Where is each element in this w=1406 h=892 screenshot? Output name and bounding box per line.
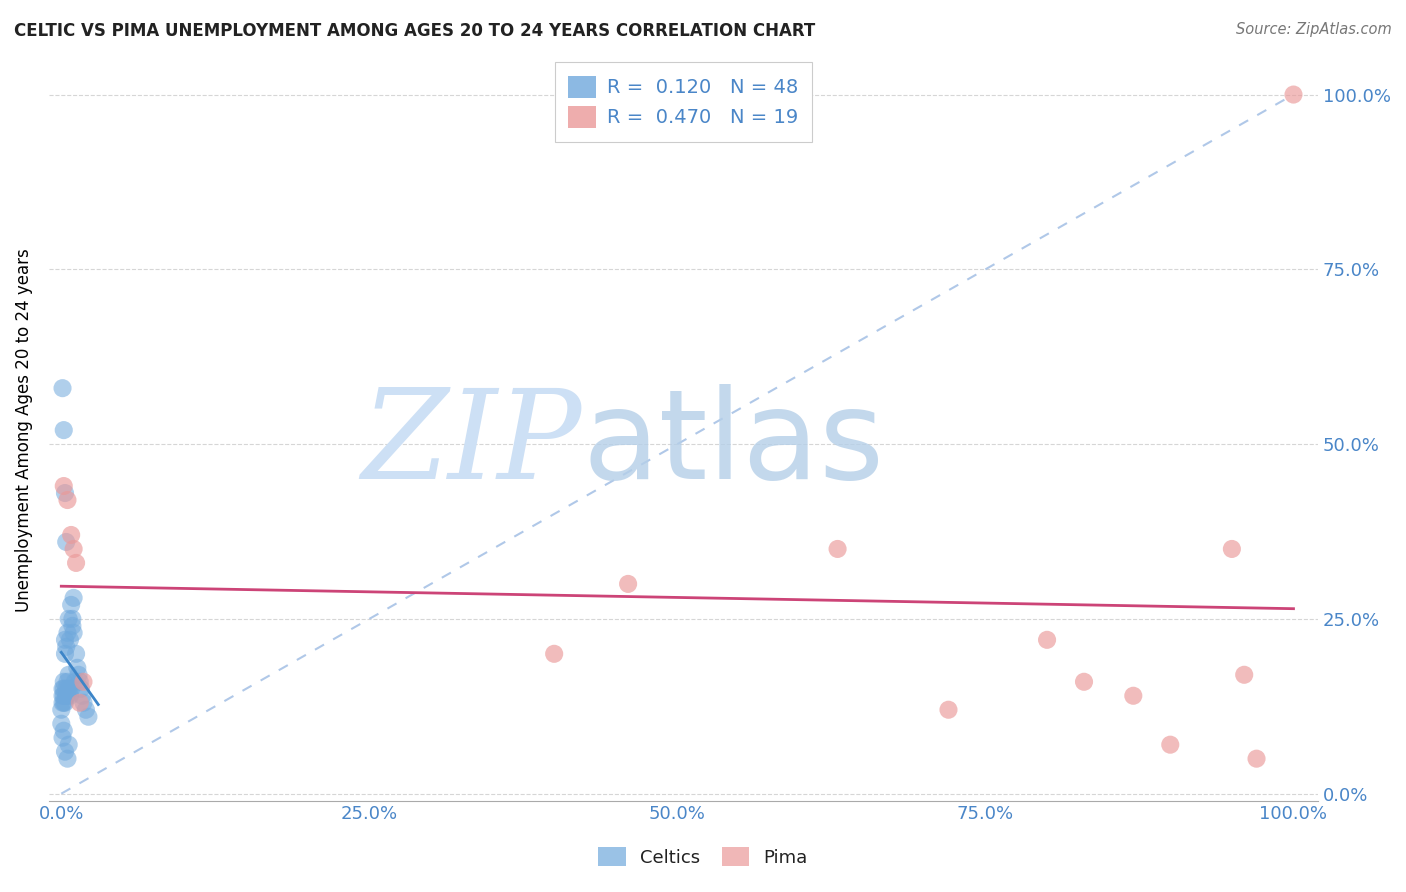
Point [938,703,960,717]
Point [51,731,73,745]
Point [1073,674,1095,689]
Point [59,632,82,647]
Point [56,689,79,703]
Legend: R =  0.120   N = 48, R =  0.470   N = 19: R = 0.120 N = 48, R = 0.470 N = 19 [555,62,813,142]
Point [52,423,75,437]
Point [617,577,640,591]
Text: ZIP: ZIP [361,384,582,506]
Point [53,647,76,661]
Point [51,703,73,717]
Point [65,556,87,570]
Point [53,486,76,500]
Point [56,493,79,508]
Point [1233,667,1256,681]
Point [53,632,76,647]
Point [58,681,80,696]
Point [75,703,97,717]
Point [63,674,86,689]
Point [58,612,80,626]
Point [72,696,94,710]
Point [1220,541,1243,556]
Legend: Celtics, Pima: Celtics, Pima [592,840,814,874]
Point [51,681,73,696]
Point [62,541,84,556]
Point [51,689,73,703]
Point [60,528,83,542]
Point [67,667,90,681]
Point [65,647,87,661]
Point [55,640,77,654]
Point [55,689,77,703]
Point [53,696,76,710]
Point [70,689,93,703]
Point [52,723,75,738]
Point [70,681,93,696]
Point [58,738,80,752]
Y-axis label: Unemployment Among Ages 20 to 24 years: Unemployment Among Ages 20 to 24 years [15,248,32,612]
Point [77,710,100,724]
Point [1036,632,1059,647]
Point [55,681,77,696]
Point [55,535,77,549]
Point [66,661,89,675]
Point [62,591,84,605]
Point [1159,738,1181,752]
Point [52,681,75,696]
Point [52,479,75,493]
Point [72,674,94,689]
Point [69,674,91,689]
Point [51,716,73,731]
Point [1246,752,1268,766]
Point [62,625,84,640]
Point [59,689,82,703]
Point [543,647,565,661]
Point [56,625,79,640]
Point [58,667,80,681]
Point [56,752,79,766]
Point [827,541,849,556]
Point [52,696,75,710]
Point [51,381,73,395]
Point [60,598,83,612]
Text: CELTIC VS PIMA UNEMPLOYMENT AMONG AGES 20 TO 24 YEARS CORRELATION CHART: CELTIC VS PIMA UNEMPLOYMENT AMONG AGES 2… [14,22,815,40]
Point [60,612,83,626]
Point [1122,689,1144,703]
Point [52,689,75,703]
Text: Source: ZipAtlas.com: Source: ZipAtlas.com [1236,22,1392,37]
Point [53,745,76,759]
Point [1282,87,1305,102]
Point [60,619,83,633]
Point [51,696,73,710]
Point [69,696,91,710]
Point [52,674,75,689]
Point [56,674,79,689]
Point [60,681,83,696]
Text: atlas: atlas [582,384,884,506]
